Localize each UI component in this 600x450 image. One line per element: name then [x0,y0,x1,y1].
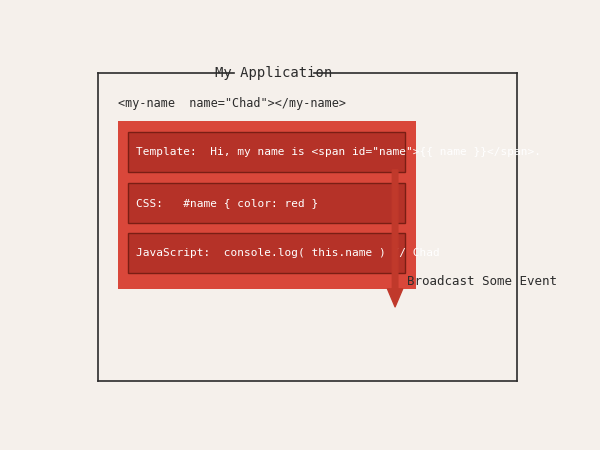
Bar [128,132,405,172]
Text: Template:  Hi, my name is <span id="name">{{ name }}</span>.: Template: Hi, my name is <span id="name"… [136,147,541,157]
Text: JavaScript:  console.log( this.name ) // Chad: JavaScript: console.log( this.name ) // … [136,248,440,258]
Text: <my-name  name="Chad"></my-name>: <my-name name="Chad"></my-name> [118,97,346,110]
Text: Broadcast Some Event: Broadcast Some Event [407,274,557,288]
Bar [128,234,405,274]
Bar [128,183,405,223]
FancyArrowPatch shape [388,170,403,307]
Text: CSS:   #name { color: red }: CSS: #name { color: red } [136,198,319,207]
Text: My Application: My Application [215,66,332,80]
Bar [118,121,416,289]
